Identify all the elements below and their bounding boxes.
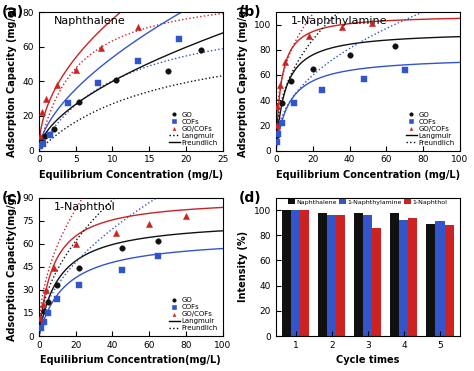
Legend: GO, COFs, GO/COFs, Langmuir, Freundlich: GO, COFs, GO/COFs, Langmuir, Freundlich [168,296,219,332]
Text: 1-Naphthol: 1-Naphthol [54,202,115,212]
Point [287,78,294,84]
Bar [328,215,337,336]
Point [72,241,80,247]
Point [273,104,281,109]
Point [278,120,285,126]
Y-axis label: Adsorption Capacity (mg/g): Adsorption Capacity (mg/g) [7,6,17,157]
Text: (a): (a) [2,5,25,19]
Point [75,99,83,105]
Point [309,66,317,72]
Point [368,20,375,26]
Bar [319,213,328,336]
Bar [400,220,409,336]
Text: Naphthalene: Naphthalene [54,16,126,26]
Point [175,36,182,42]
Bar [355,213,364,336]
Point [155,253,162,259]
Point [278,100,285,106]
Bar [364,215,373,336]
Point [135,58,142,64]
Point [273,122,280,128]
Legend: GO, COFs, GO/COFs, Langmuir, Freundlich: GO, COFs, GO/COFs, Langmuir, Freundlich [168,110,219,147]
Point [273,132,281,138]
X-axis label: Equilibrium Concentration (mg/L): Equilibrium Concentration (mg/L) [276,170,460,180]
Point [54,296,61,302]
Point [37,325,45,331]
Bar [301,210,310,336]
Bar [436,221,445,336]
Point [273,139,281,145]
Text: (b): (b) [239,5,262,19]
Legend: Naphthalene, 1-Naphthylamine, 1-Naphthol: Naphthalene, 1-Naphthylamine, 1-Naphthol [287,198,449,206]
X-axis label: Cycle times: Cycle times [336,355,400,365]
Point [276,82,283,88]
Point [54,282,61,288]
Point [146,221,153,227]
Point [182,213,190,219]
Point [274,131,282,137]
Point [401,67,409,73]
Point [338,24,346,30]
Bar [445,225,454,336]
Bar [292,210,301,336]
Text: 1-Naphthylamine: 1-Naphthylamine [291,16,387,26]
Point [305,33,313,39]
Point [318,87,326,93]
Point [112,78,120,83]
Point [50,265,57,271]
Point [46,132,54,138]
Point [197,47,204,53]
Point [45,299,52,305]
Bar [391,213,400,336]
Point [39,301,46,307]
Point [94,80,101,86]
Bar [283,210,292,336]
Point [36,133,44,139]
Y-axis label: Intensity (%): Intensity (%) [238,231,248,302]
Point [40,319,47,325]
Point [135,24,142,30]
Point [37,137,45,143]
Legend: GO, COFs, GO/COFs, Langmuir, Freundlich: GO, COFs, GO/COFs, Langmuir, Freundlich [405,110,456,147]
Point [346,52,353,58]
Bar [373,228,382,336]
Point [360,76,368,82]
Point [75,265,83,271]
Bar [409,218,418,336]
Point [392,43,399,49]
X-axis label: Equilibrium Concentration (mg/L): Equilibrium Concentration (mg/L) [39,170,223,180]
Point [43,287,50,293]
Point [36,315,44,321]
Point [36,143,44,149]
Bar [427,224,436,336]
Point [164,68,172,74]
Point [155,238,162,244]
Point [39,141,46,147]
Point [50,126,57,132]
Text: (d): (d) [239,191,262,205]
Point [282,59,289,65]
Bar [337,215,346,336]
Y-axis label: Adsorption Capacity(mg/g): Adsorption Capacity(mg/g) [7,193,17,341]
X-axis label: Equilibrium Concentration(mg/L): Equilibrium Concentration(mg/L) [40,355,221,365]
Point [43,96,50,102]
Point [37,319,45,325]
Point [75,282,83,288]
Point [72,67,80,73]
Point [291,100,298,106]
Point [41,133,49,139]
Point [54,82,61,88]
Point [45,310,52,316]
Point [118,245,126,251]
Point [64,100,72,106]
Y-axis label: Adsorption Capacity (mg/g): Adsorption Capacity (mg/g) [238,6,248,157]
Point [274,120,282,126]
Point [98,45,105,51]
Point [40,308,47,314]
Point [38,109,46,115]
Point [112,230,120,236]
Point [118,267,126,273]
Text: (c): (c) [2,191,23,205]
